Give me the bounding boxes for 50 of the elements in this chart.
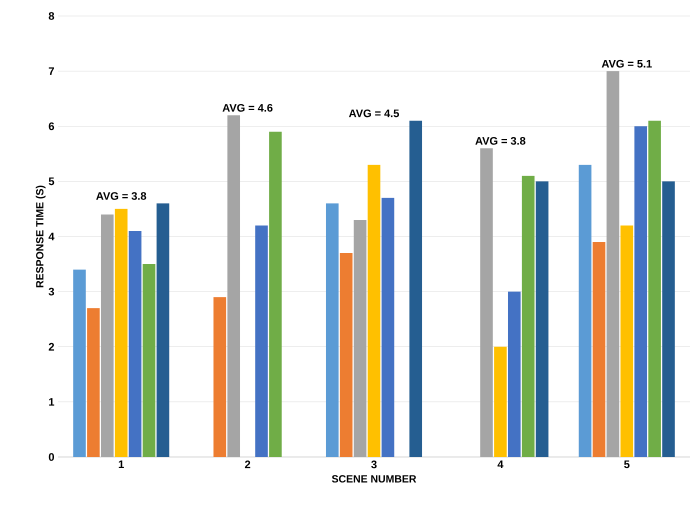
bar <box>368 164 380 457</box>
bar <box>662 181 675 457</box>
bar <box>326 203 339 457</box>
bar <box>128 230 142 457</box>
y-tick-label: 1 <box>49 398 54 406</box>
x-tick-label: 5 <box>624 460 630 468</box>
bar <box>634 126 648 457</box>
bar <box>73 270 86 457</box>
y-axis-title: RESPONSE TIME (S) <box>36 186 46 288</box>
y-tick-label: 4 <box>48 232 54 240</box>
bar <box>494 346 507 457</box>
x-tick-label: 3 <box>371 460 377 468</box>
bar <box>354 220 366 457</box>
bar <box>142 264 156 457</box>
annotation: AVG = 5.1 <box>602 60 652 68</box>
annotation: AVG = 4.5 <box>348 109 400 118</box>
bar <box>508 292 521 457</box>
bar <box>606 71 620 457</box>
y-tick-label: 7 <box>48 67 54 75</box>
y-tick-label: 5 <box>48 178 54 186</box>
y-tick-label: 0 <box>48 453 54 461</box>
x-axis-title: SCENE NUMBER <box>332 475 416 483</box>
bar <box>87 308 100 457</box>
x-tick-label: 4 <box>498 460 504 468</box>
bar <box>536 181 548 457</box>
bar <box>255 225 268 457</box>
bar <box>620 225 634 457</box>
y-tick-label: 3 <box>48 288 54 296</box>
bar <box>156 203 170 457</box>
bar <box>592 242 606 457</box>
y-tick-label: 8 <box>48 12 54 20</box>
bar <box>114 208 128 457</box>
bar <box>522 176 535 457</box>
bar <box>227 115 240 457</box>
annotation: AVG = 4.6 <box>222 104 273 112</box>
annotation: AVG = 3.8 <box>96 192 146 200</box>
bar <box>100 214 114 457</box>
bar <box>648 120 661 457</box>
bar <box>480 148 493 457</box>
x-tick-label: 1 <box>118 460 124 468</box>
x-tick-label: 2 <box>244 460 250 468</box>
bar <box>340 253 353 457</box>
bar <box>382 198 394 457</box>
bar <box>269 132 282 457</box>
bar <box>213 297 226 457</box>
bar <box>409 120 422 457</box>
annotation: AVG = 3.8 <box>475 137 526 145</box>
y-tick-label: 6 <box>48 122 54 130</box>
bar <box>578 164 592 457</box>
y-tick-label: 2 <box>48 342 54 351</box>
